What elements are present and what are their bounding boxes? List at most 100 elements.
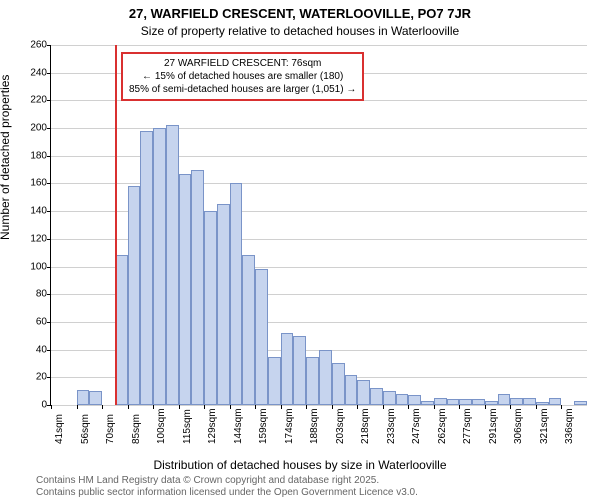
histogram-bar bbox=[230, 183, 243, 405]
footer-line-1: Contains HM Land Registry data © Crown c… bbox=[36, 475, 379, 486]
x-tick-label: 188sqm bbox=[309, 408, 320, 444]
x-tick-mark bbox=[485, 405, 486, 409]
y-tick-mark bbox=[47, 183, 51, 184]
annotation-box: 27 WARFIELD CRESCENT: 76sqm← 15% of deta… bbox=[121, 52, 364, 101]
gridline bbox=[51, 405, 587, 406]
y-tick-mark bbox=[47, 350, 51, 351]
x-tick-label: 262sqm bbox=[437, 408, 448, 444]
x-tick-label: 159sqm bbox=[258, 408, 269, 444]
x-tick-mark bbox=[51, 405, 52, 409]
x-tick-label: 144sqm bbox=[233, 408, 244, 444]
x-tick-mark bbox=[281, 405, 282, 409]
annotation-line-1: 27 WARFIELD CRESCENT: 76sqm bbox=[129, 57, 356, 70]
histogram-bar bbox=[255, 269, 268, 405]
y-axis-label: Number of detached properties bbox=[0, 75, 12, 240]
x-tick-label: 277sqm bbox=[462, 408, 473, 444]
x-tick-mark bbox=[306, 405, 307, 409]
x-tick-label: 321sqm bbox=[539, 408, 550, 444]
x-tick-mark bbox=[357, 405, 358, 409]
x-tick-label: 100sqm bbox=[156, 408, 167, 444]
y-tick-label: 0 bbox=[21, 400, 47, 411]
histogram-bar bbox=[128, 186, 141, 405]
histogram-bar bbox=[408, 395, 421, 405]
gridline bbox=[51, 45, 587, 46]
plot-area: 02040608010012014016018020022024026041sq… bbox=[50, 45, 587, 406]
x-tick-mark bbox=[128, 405, 129, 409]
x-tick-label: 218sqm bbox=[360, 408, 371, 444]
x-tick-mark bbox=[204, 405, 205, 409]
y-tick-mark bbox=[47, 73, 51, 74]
x-tick-mark bbox=[536, 405, 537, 409]
x-tick-mark bbox=[459, 405, 460, 409]
histogram-bar bbox=[549, 398, 562, 405]
x-tick-label: 41sqm bbox=[54, 414, 65, 444]
y-tick-label: 80 bbox=[21, 289, 47, 300]
reference-line bbox=[115, 45, 117, 405]
histogram-bar bbox=[166, 125, 179, 405]
histogram-bar bbox=[472, 399, 485, 405]
y-tick-label: 160 bbox=[21, 178, 47, 189]
histogram-bar bbox=[345, 375, 358, 405]
chart-title-sub: Size of property relative to detached ho… bbox=[0, 24, 600, 38]
x-tick-mark bbox=[332, 405, 333, 409]
x-tick-mark bbox=[102, 405, 103, 409]
annotation-line-3: 85% of semi-detached houses are larger (… bbox=[129, 83, 356, 96]
x-tick-label: 336sqm bbox=[564, 408, 575, 444]
y-tick-mark bbox=[47, 239, 51, 240]
y-tick-mark bbox=[47, 128, 51, 129]
gridline bbox=[51, 183, 587, 184]
histogram-bar bbox=[242, 255, 255, 405]
histogram-bar bbox=[370, 388, 383, 405]
x-tick-label: 70sqm bbox=[105, 414, 116, 444]
x-tick-mark bbox=[255, 405, 256, 409]
x-tick-label: 174sqm bbox=[284, 408, 295, 444]
x-tick-mark bbox=[510, 405, 511, 409]
y-tick-label: 40 bbox=[21, 344, 47, 355]
histogram-bar bbox=[332, 363, 345, 405]
x-tick-label: 85sqm bbox=[131, 414, 142, 444]
histogram-bar bbox=[191, 170, 204, 405]
y-tick-mark bbox=[47, 294, 51, 295]
histogram-bar bbox=[459, 399, 472, 405]
y-tick-mark bbox=[47, 322, 51, 323]
histogram-bar bbox=[204, 211, 217, 405]
y-tick-label: 120 bbox=[21, 233, 47, 244]
gridline bbox=[51, 128, 587, 129]
annotation-line-2: ← 15% of detached houses are smaller (18… bbox=[129, 70, 356, 83]
histogram-bar bbox=[523, 398, 536, 405]
histogram-bar bbox=[434, 398, 447, 405]
chart-container: 27, WARFIELD CRESCENT, WATERLOOVILLE, PO… bbox=[0, 0, 600, 500]
x-tick-mark bbox=[383, 405, 384, 409]
x-axis-label: Distribution of detached houses by size … bbox=[0, 458, 600, 472]
x-tick-mark bbox=[434, 405, 435, 409]
x-tick-mark bbox=[153, 405, 154, 409]
chart-title-main: 27, WARFIELD CRESCENT, WATERLOOVILLE, PO… bbox=[0, 6, 600, 21]
y-tick-mark bbox=[47, 267, 51, 268]
y-tick-mark bbox=[47, 156, 51, 157]
footer-line-2: Contains public sector information licen… bbox=[36, 487, 418, 498]
x-tick-label: 291sqm bbox=[488, 408, 499, 444]
histogram-bar bbox=[574, 401, 587, 405]
y-tick-mark bbox=[47, 45, 51, 46]
histogram-bar bbox=[498, 394, 511, 405]
histogram-bar bbox=[281, 333, 294, 405]
y-tick-label: 240 bbox=[21, 67, 47, 78]
y-tick-mark bbox=[47, 100, 51, 101]
histogram-bar bbox=[140, 131, 153, 405]
y-tick-label: 140 bbox=[21, 206, 47, 217]
histogram-bar bbox=[306, 357, 319, 405]
y-tick-label: 60 bbox=[21, 316, 47, 327]
histogram-bar bbox=[153, 128, 166, 405]
histogram-bar bbox=[179, 174, 192, 405]
x-tick-mark bbox=[179, 405, 180, 409]
histogram-bar bbox=[268, 357, 281, 405]
y-tick-label: 220 bbox=[21, 95, 47, 106]
histogram-bar bbox=[485, 401, 498, 405]
x-tick-label: 306sqm bbox=[513, 408, 524, 444]
histogram-bar bbox=[293, 336, 306, 405]
histogram-bar bbox=[421, 401, 434, 405]
gridline bbox=[51, 156, 587, 157]
x-tick-mark bbox=[77, 405, 78, 409]
histogram-bar bbox=[217, 204, 230, 405]
y-tick-label: 180 bbox=[21, 150, 47, 161]
